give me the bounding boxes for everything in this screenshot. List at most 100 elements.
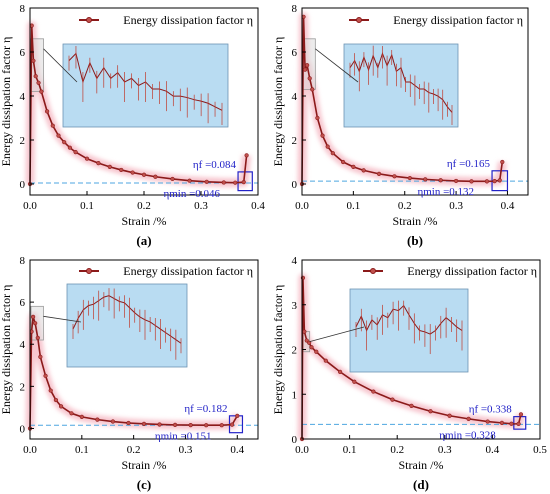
y-tick-label: 1 xyxy=(292,389,298,401)
zoom-arrow xyxy=(315,48,359,83)
legend-marker xyxy=(370,268,376,274)
x-axis-label: Strain /% xyxy=(399,458,444,472)
x-tick-label: 0.1 xyxy=(343,444,357,456)
data-point xyxy=(305,63,310,68)
panel-label: (b) xyxy=(407,233,423,248)
x-tick-label: 0.4 xyxy=(486,444,500,456)
panel-b: 0.0 0.1 0.2 0.3 0.4 0 2 4 6 8 Energy dissipation … xyxy=(271,3,529,248)
y-tick-label: 0 xyxy=(20,179,26,191)
legend: Energy dissipation factor η xyxy=(79,13,253,27)
data-point xyxy=(33,74,38,79)
data-point xyxy=(323,358,328,363)
panel-label: (c) xyxy=(137,477,151,492)
data-point xyxy=(453,178,459,184)
x-tick-label: 0.4 xyxy=(230,444,244,456)
y-axis-label: Energy dissipation factor η xyxy=(271,37,285,167)
axes-frame xyxy=(29,7,259,196)
y-tick-label: 4 xyxy=(20,339,26,351)
data-point xyxy=(302,67,308,72)
data-point xyxy=(43,373,48,378)
legend-text: Energy dissipation factor η xyxy=(123,13,253,27)
eta-f-annotation: ηf =0.165 xyxy=(447,158,491,170)
data-point xyxy=(309,345,314,350)
x-tick-label: 0.2 xyxy=(398,200,412,212)
y-tick-label: 0 xyxy=(292,434,298,446)
data-point xyxy=(110,419,116,424)
y-axis-label: Energy dissipation factor η xyxy=(0,285,13,415)
legend-text: Energy dissipation factor η xyxy=(393,13,523,27)
inset-background xyxy=(66,283,188,368)
data-point xyxy=(130,170,135,175)
y-tick-label: 4 xyxy=(20,91,26,103)
legend-text: Energy dissipation factor η xyxy=(407,264,537,278)
eta-min-annotation: ηmin =0.151 xyxy=(155,430,212,442)
data-point xyxy=(500,159,505,165)
y-tick-label: 6 xyxy=(20,297,26,309)
data-point xyxy=(62,140,67,145)
data-point xyxy=(409,403,414,408)
y-tick-label: 3 xyxy=(292,300,298,312)
data-point xyxy=(69,411,74,416)
x-tick-label: 0.0 xyxy=(23,200,37,212)
data-point xyxy=(50,123,55,128)
data-point xyxy=(233,180,238,185)
data-point xyxy=(141,172,147,177)
series-line xyxy=(301,15,504,185)
x-tick-label: 0.1 xyxy=(75,444,89,456)
zoom-arrow xyxy=(43,48,78,83)
panel-label: (a) xyxy=(136,233,151,248)
data-point xyxy=(320,133,325,138)
legend-marker xyxy=(86,268,92,274)
data-point xyxy=(141,421,147,426)
data-point xyxy=(423,177,428,182)
panel-a: 0.0 0.1 0.2 0.3 0.4 0 2 4 6 8 Energy dissipation … xyxy=(0,3,265,248)
y-tick-label: 6 xyxy=(292,47,298,59)
axes-frame xyxy=(301,7,529,196)
data-point xyxy=(79,414,84,419)
data-point xyxy=(509,421,514,426)
zoom-arrow xyxy=(43,315,82,323)
x-tick-label: 0.3 xyxy=(438,444,452,456)
data-point xyxy=(170,176,175,182)
y-tick-label: 0 xyxy=(20,423,26,435)
data-point xyxy=(485,419,490,424)
y-tick-label: 2 xyxy=(292,135,298,147)
data-point xyxy=(499,420,505,425)
y-tick-label: 8 xyxy=(292,3,298,15)
data-point xyxy=(39,89,44,94)
data-point xyxy=(73,150,78,155)
data-point xyxy=(340,159,346,165)
panel-c: 0.0 0.1 0.2 0.3 0.4 0 2 4 6 8 Energy dissipation … xyxy=(0,255,259,492)
y-tick-label: 2 xyxy=(20,135,26,147)
data-point xyxy=(84,156,90,161)
data-point xyxy=(325,144,330,149)
panel-d: 0.0 0.1 0.2 0.3 0.4 0.5 0 1 2 3 4 Energy dissipati… xyxy=(271,255,547,492)
eta-min-annotation: ηmin =0.132 xyxy=(417,186,474,198)
legend-text: Energy dissipation factor η xyxy=(123,264,253,278)
data-point xyxy=(48,388,53,393)
eta-f-annotation: ηf =0.338 xyxy=(469,404,513,416)
data-point xyxy=(157,422,162,427)
data-point xyxy=(67,145,72,150)
x-tick-label: 0.2 xyxy=(137,200,151,212)
data-point xyxy=(392,174,397,179)
data-point xyxy=(307,76,312,81)
data-point xyxy=(36,80,41,85)
data-point xyxy=(315,115,320,121)
x-tick-label: 0.1 xyxy=(80,200,94,212)
data-point xyxy=(371,389,376,394)
data-point xyxy=(492,179,497,184)
x-tick-label: 0.0 xyxy=(295,444,309,456)
y-tick-label: 6 xyxy=(20,47,26,59)
data-point xyxy=(153,174,158,179)
data-point xyxy=(407,175,412,181)
data-point xyxy=(330,151,335,156)
data-point xyxy=(302,329,307,334)
y-axis-label: Energy dissipation factor η xyxy=(0,37,13,167)
data-point xyxy=(221,180,226,185)
x-axis-label: Strain /% xyxy=(122,214,167,228)
data-point xyxy=(56,133,61,138)
data-point xyxy=(361,168,366,173)
data-point xyxy=(35,335,40,341)
inset-zoom xyxy=(343,43,459,128)
